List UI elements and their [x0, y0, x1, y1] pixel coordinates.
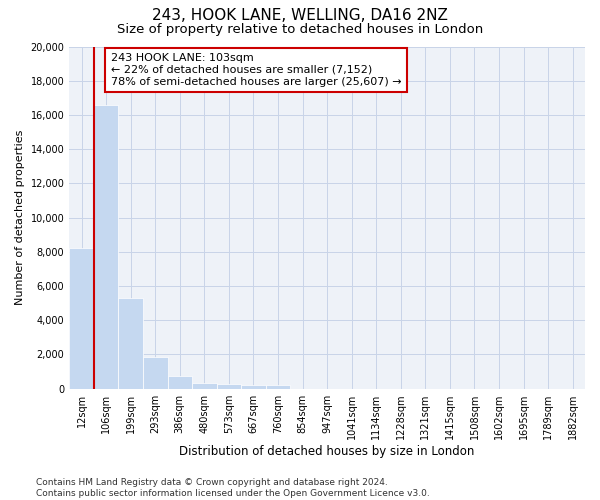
Y-axis label: Number of detached properties: Number of detached properties	[15, 130, 25, 305]
Bar	[94, 104, 118, 389]
X-axis label: Distribution of detached houses by size in London: Distribution of detached houses by size …	[179, 444, 475, 458]
Text: Size of property relative to detached houses in London: Size of property relative to detached ho…	[117, 22, 483, 36]
Bar	[217, 384, 241, 388]
Text: 243 HOOK LANE: 103sqm
← 22% of detached houses are smaller (7,152)
78% of semi-d: 243 HOOK LANE: 103sqm ← 22% of detached …	[110, 54, 401, 86]
Bar	[266, 385, 290, 388]
Bar	[167, 376, 192, 388]
Bar	[118, 298, 143, 388]
Bar	[241, 385, 266, 388]
Bar	[69, 248, 94, 388]
Bar	[192, 382, 217, 388]
Text: 243, HOOK LANE, WELLING, DA16 2NZ: 243, HOOK LANE, WELLING, DA16 2NZ	[152, 8, 448, 22]
Bar	[143, 357, 167, 388]
Text: Contains HM Land Registry data © Crown copyright and database right 2024.
Contai: Contains HM Land Registry data © Crown c…	[36, 478, 430, 498]
